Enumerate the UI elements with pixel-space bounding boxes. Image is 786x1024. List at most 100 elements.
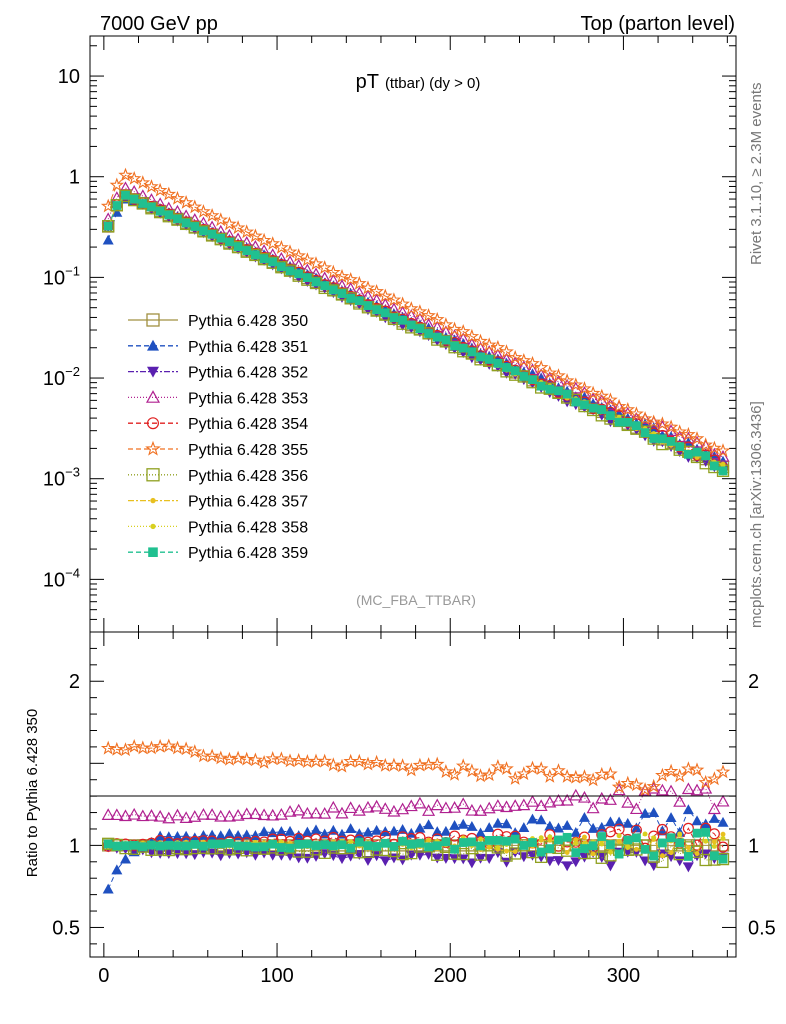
data-point xyxy=(377,288,393,303)
ratio-series-line xyxy=(108,788,724,819)
data-point xyxy=(360,756,376,771)
data-point xyxy=(283,805,297,817)
data-point xyxy=(613,816,625,827)
data-point xyxy=(300,806,314,819)
data-point xyxy=(495,845,501,851)
data-point xyxy=(112,201,122,210)
data-point xyxy=(666,833,676,843)
data-point xyxy=(689,762,705,777)
data-point xyxy=(222,809,236,822)
legend-label: Pythia 6.428 352 xyxy=(188,365,308,382)
ratio-series-line xyxy=(107,808,724,890)
data-point xyxy=(241,829,253,840)
data-point xyxy=(421,307,436,322)
data-point xyxy=(291,248,306,263)
data-point xyxy=(320,281,330,291)
data-point xyxy=(499,761,514,776)
data-point xyxy=(656,823,668,835)
data-point xyxy=(276,262,286,272)
legend-label: Pythia 6.428 350 xyxy=(188,313,308,330)
data-point xyxy=(607,849,613,855)
side-label-rivet: Rivet 3.1.10, ≥ 2.3M events xyxy=(748,83,765,266)
data-point xyxy=(150,523,156,530)
data-point xyxy=(146,313,160,327)
data-point xyxy=(500,800,514,813)
data-point xyxy=(429,756,445,771)
data-point xyxy=(225,237,234,247)
data-point xyxy=(492,817,504,828)
y-tick-label-exponent: −3 xyxy=(65,465,80,480)
data-point xyxy=(145,440,161,456)
data-point xyxy=(663,763,679,778)
data-point xyxy=(361,289,375,302)
data-point xyxy=(707,771,722,786)
ratio-series-line xyxy=(108,745,724,791)
analysis-annotation: (MC_FBA_TTBAR) xyxy=(356,592,476,608)
data-point xyxy=(147,339,159,351)
data-point xyxy=(318,807,332,819)
data-point xyxy=(519,841,529,850)
data-point xyxy=(490,759,506,774)
data-point xyxy=(352,753,367,768)
legend-entry: Pythia 6.428 351 xyxy=(128,339,308,356)
data-point xyxy=(707,802,721,815)
data-point xyxy=(666,437,676,446)
plot-title-main: pT xyxy=(356,71,379,93)
data-point xyxy=(127,807,141,820)
y-tick-label-base: 10 xyxy=(43,469,65,491)
data-point xyxy=(233,242,243,252)
data-point xyxy=(604,816,616,827)
data-point xyxy=(717,841,729,853)
data-point xyxy=(611,398,627,413)
data-point xyxy=(551,763,566,777)
data-point xyxy=(196,808,210,820)
header-left-label: 7000 GeV pp xyxy=(100,13,218,35)
data-point xyxy=(231,808,245,821)
data-point xyxy=(501,818,513,829)
y-tick-label: 1 xyxy=(69,167,80,189)
legend-entry: Pythia 6.428 355 xyxy=(128,440,308,459)
data-point xyxy=(430,798,444,811)
data-point xyxy=(284,825,296,836)
data-point xyxy=(542,768,558,783)
data-point xyxy=(716,449,730,462)
data-point xyxy=(717,816,729,827)
data-point xyxy=(300,754,315,769)
data-point xyxy=(507,770,523,785)
data-point xyxy=(507,349,523,364)
data-point xyxy=(319,828,331,839)
data-point xyxy=(536,381,546,391)
data-point xyxy=(638,425,652,438)
data-point xyxy=(397,823,409,834)
legend-entry: Pythia 6.428 354 xyxy=(128,416,308,433)
data-point xyxy=(371,824,383,835)
data-point xyxy=(152,182,168,197)
plot-title: pT (ttbar) (dy > 0) xyxy=(356,71,481,93)
data-point xyxy=(698,437,713,452)
y-tick-label-exponent: −2 xyxy=(65,364,80,379)
data-point xyxy=(551,794,565,806)
data-point xyxy=(466,858,478,869)
data-point xyxy=(274,751,289,766)
data-point xyxy=(154,849,166,859)
legend-label: Pythia 6.428 354 xyxy=(188,416,308,433)
data-point xyxy=(718,854,728,864)
data-point xyxy=(396,802,410,815)
data-point xyxy=(438,317,454,332)
side-label-mcplots: mcplots.cern.ch [arXiv:1306.3436] xyxy=(748,401,765,628)
y-tick-label-exponent: −4 xyxy=(65,565,80,580)
data-point xyxy=(638,412,652,424)
data-point xyxy=(336,854,348,865)
data-point xyxy=(603,766,618,781)
data-point xyxy=(542,365,558,380)
data-point xyxy=(230,750,246,765)
ratio-series-9 xyxy=(103,827,728,864)
data-point xyxy=(300,252,315,267)
series-line xyxy=(107,194,724,472)
ratio-axis-ticks: 0 100 200 300 2 2 1 1 0.5 0.5 xyxy=(52,632,776,987)
data-point xyxy=(190,222,200,231)
data-point xyxy=(150,497,156,504)
data-point xyxy=(204,748,220,763)
data-point xyxy=(110,808,124,821)
data-point xyxy=(476,841,485,851)
